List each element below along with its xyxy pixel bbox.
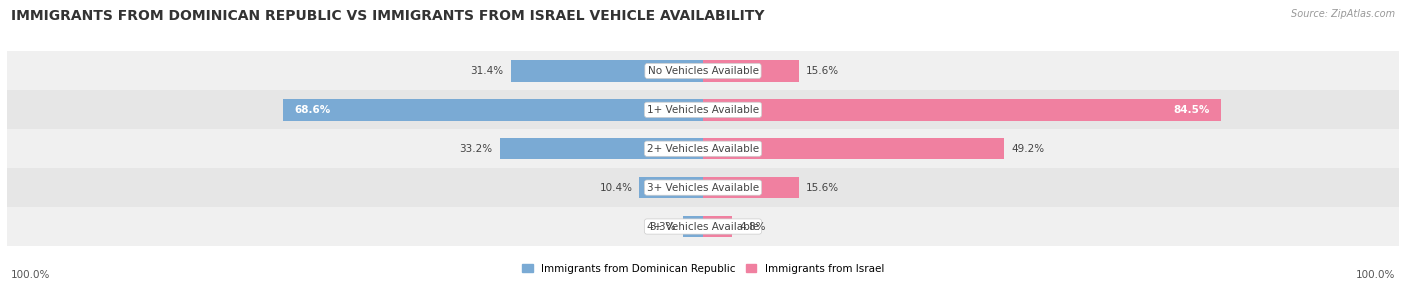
Text: 15.6%: 15.6% xyxy=(806,66,838,76)
Bar xyxy=(7,168,1399,207)
Text: 10.4%: 10.4% xyxy=(599,183,633,192)
Bar xyxy=(7,129,1399,168)
Text: 100.0%: 100.0% xyxy=(11,270,51,280)
Text: 2+ Vehicles Available: 2+ Vehicles Available xyxy=(647,144,759,154)
Text: 84.5%: 84.5% xyxy=(1173,105,1209,115)
Text: 3.3%: 3.3% xyxy=(650,222,676,231)
Bar xyxy=(703,177,799,198)
Bar xyxy=(703,216,733,237)
Bar xyxy=(703,138,1004,159)
Text: IMMIGRANTS FROM DOMINICAN REPUBLIC VS IMMIGRANTS FROM ISRAEL VEHICLE AVAILABILIT: IMMIGRANTS FROM DOMINICAN REPUBLIC VS IM… xyxy=(11,9,765,23)
Bar xyxy=(510,60,703,82)
Bar xyxy=(683,216,703,237)
Text: 49.2%: 49.2% xyxy=(1011,144,1045,154)
Text: 33.2%: 33.2% xyxy=(460,144,492,154)
Text: 31.4%: 31.4% xyxy=(471,66,503,76)
Bar xyxy=(283,99,703,120)
Bar xyxy=(703,60,799,82)
Bar xyxy=(703,99,1220,120)
Text: 68.6%: 68.6% xyxy=(294,105,330,115)
Bar xyxy=(7,51,1399,90)
Text: 1+ Vehicles Available: 1+ Vehicles Available xyxy=(647,105,759,115)
Text: No Vehicles Available: No Vehicles Available xyxy=(648,66,758,76)
Text: 3+ Vehicles Available: 3+ Vehicles Available xyxy=(647,183,759,192)
Text: 100.0%: 100.0% xyxy=(1355,270,1395,280)
Text: 4+ Vehicles Available: 4+ Vehicles Available xyxy=(647,222,759,231)
Bar xyxy=(7,207,1399,246)
Bar xyxy=(499,138,703,159)
Text: 4.8%: 4.8% xyxy=(740,222,766,231)
Legend: Immigrants from Dominican Republic, Immigrants from Israel: Immigrants from Dominican Republic, Immi… xyxy=(517,260,889,278)
Bar xyxy=(7,90,1399,129)
Text: 15.6%: 15.6% xyxy=(806,183,838,192)
Text: Source: ZipAtlas.com: Source: ZipAtlas.com xyxy=(1291,9,1395,19)
Bar xyxy=(640,177,703,198)
